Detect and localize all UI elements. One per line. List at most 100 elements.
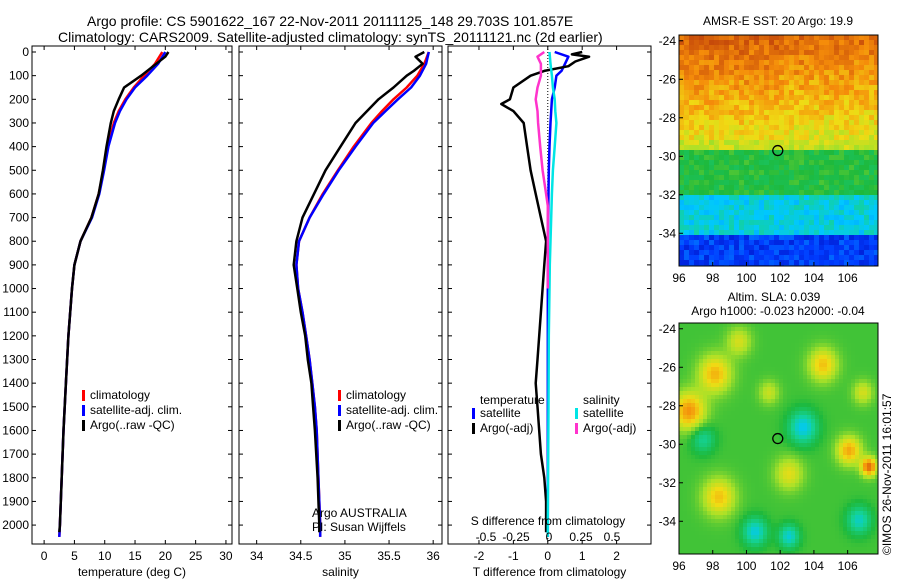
map-cell [699,190,705,196]
map-cell [751,371,756,376]
map-cell [715,439,720,444]
map-cell [807,503,812,508]
map-cell [829,55,835,61]
map-cell [867,543,872,548]
map-cell [711,523,716,528]
map-cell [679,439,684,444]
map-cell [731,519,736,524]
map-cell [683,547,688,552]
map-cell [707,375,712,380]
map-cell [694,70,700,76]
map-cell [839,439,844,444]
map-cell [734,135,740,141]
map-cell [711,371,716,376]
map-cell [799,165,805,171]
map-cell [689,225,695,231]
map-cell [734,215,740,221]
map-cell [783,523,788,528]
map-cell [749,230,755,236]
map-cell [731,515,736,520]
map-cell [724,35,730,41]
map-cell [807,539,812,544]
map-cell [695,343,700,348]
map-cell [783,347,788,352]
map-cell [695,379,700,384]
map-cell [819,40,825,46]
map-cell [755,431,760,436]
map-cell [703,339,708,344]
map-cell [699,475,704,480]
map-cell [719,240,725,246]
map-cell [827,415,832,420]
map-cell [794,80,800,86]
map-cell [795,383,800,388]
map-cell [731,323,736,328]
map-cell [844,160,850,166]
map-cell [851,339,856,344]
map-cell [731,483,736,488]
map-cell [739,210,745,216]
map-cell [795,483,800,488]
map-cell [707,419,712,424]
map-cell [799,499,804,504]
map-cell [684,85,690,91]
map-cell [779,205,785,211]
map-cell [704,170,710,176]
map-cell [789,120,795,126]
map-cell [749,95,755,101]
map-cell [823,475,828,480]
map-cell [779,115,785,121]
map-cell [759,347,764,352]
map-cell [687,523,692,528]
map-cell [799,110,805,116]
map-cell [869,100,875,106]
map-cell [847,495,852,500]
map-cell [689,45,695,51]
map-cell [759,245,765,251]
map-cell [723,331,728,336]
x-axis-label: temperature (deg C) [78,565,186,579]
map-cell [769,230,775,236]
map-cell [819,479,824,484]
map-cell [739,65,745,71]
map-cell [835,323,840,328]
map-cell [871,459,876,464]
map-cell [695,483,700,488]
map-cell [804,95,810,101]
map-cell [739,95,745,101]
map-cell [767,411,772,416]
map-cell [795,531,800,536]
map-cell [715,543,720,548]
map-cell [703,531,708,536]
y-tick-label: 1600 [2,423,29,437]
map-cell [827,487,832,492]
map-cell [783,399,788,404]
map-cell [767,383,772,388]
map-cell [764,125,770,131]
map-cell [804,80,810,86]
map-cell [683,463,688,468]
map-cell [754,210,760,216]
map-cell [839,351,844,356]
map-cell [811,519,816,524]
map-cell [799,260,805,266]
map-cell [864,200,870,206]
map-cell [799,343,804,348]
map-cell [711,451,716,456]
map-cell [767,355,772,360]
map-cell [743,507,748,512]
map-cell [834,40,840,46]
map-cell [807,431,812,436]
map-cell [764,185,770,191]
map-cell [783,331,788,336]
map-cell [724,90,730,96]
map-cell [723,355,728,360]
map-cell [779,491,784,496]
map-cell [847,367,852,372]
map-cell [744,85,750,91]
map-cell [699,435,704,440]
map-cell [869,125,875,131]
map-cell [755,451,760,456]
map-cell [723,399,728,404]
map-cell [689,145,695,151]
